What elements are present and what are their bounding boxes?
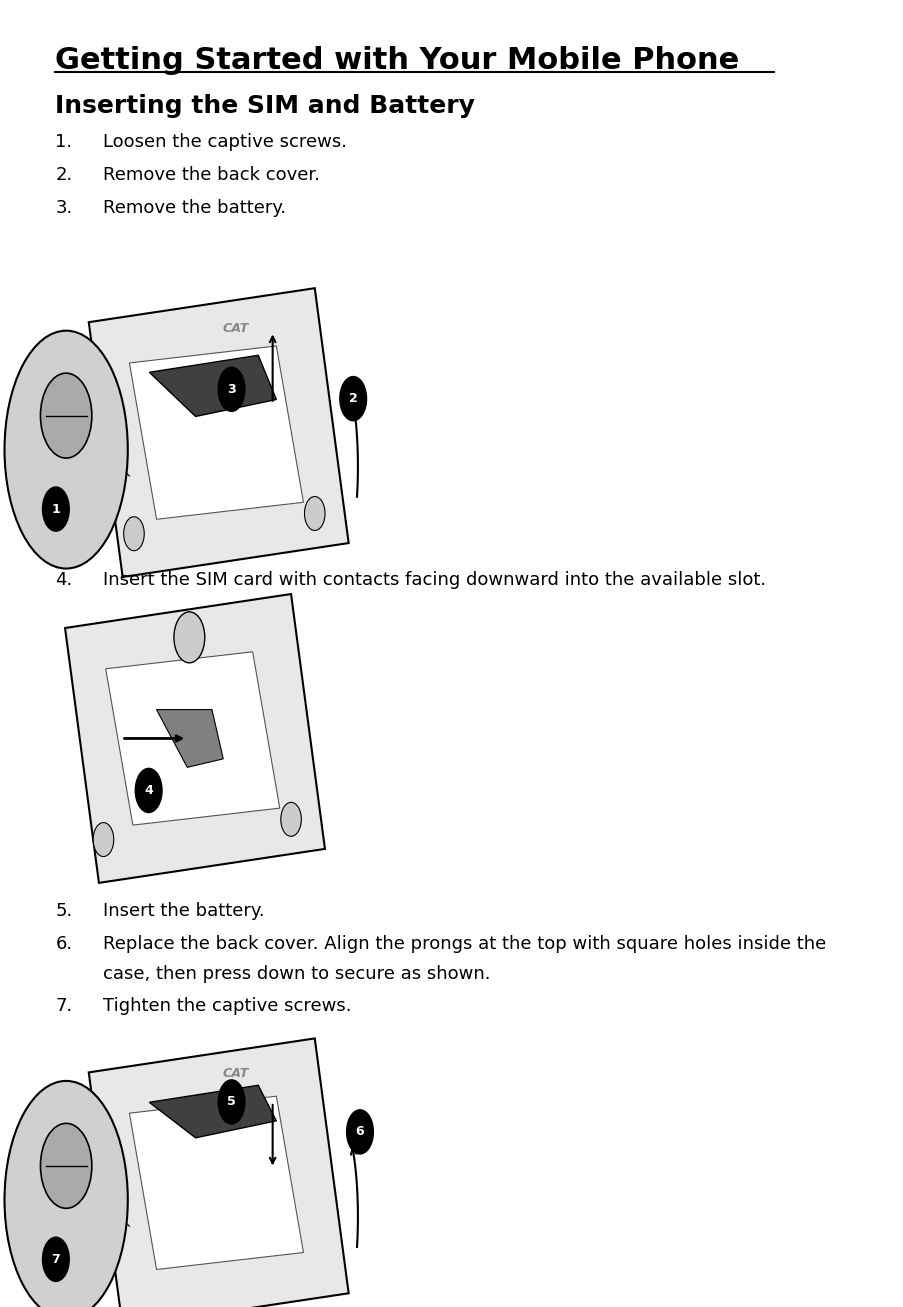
Polygon shape [156, 710, 223, 767]
Circle shape [281, 802, 301, 836]
Circle shape [218, 1080, 245, 1124]
Text: 4: 4 [144, 784, 153, 797]
Text: 4.: 4. [55, 571, 72, 589]
Text: 2.: 2. [55, 166, 72, 184]
Text: 1.: 1. [55, 133, 72, 152]
Polygon shape [88, 289, 349, 578]
Polygon shape [65, 593, 324, 884]
Text: 3.: 3. [55, 199, 72, 217]
Circle shape [135, 769, 162, 813]
Text: case, then press down to secure as shown.: case, then press down to secure as shown… [103, 965, 489, 983]
Polygon shape [106, 652, 279, 825]
Circle shape [41, 374, 92, 459]
Text: 2: 2 [349, 392, 358, 405]
Text: 3: 3 [227, 383, 236, 396]
Text: 1: 1 [51, 503, 61, 515]
Polygon shape [149, 356, 276, 417]
Polygon shape [149, 1085, 276, 1138]
Text: Insert the SIM card with contacts facing downward into the available slot.: Insert the SIM card with contacts facing… [103, 571, 765, 589]
Polygon shape [129, 1097, 303, 1269]
Circle shape [340, 376, 366, 421]
Polygon shape [129, 346, 303, 519]
Text: 7: 7 [51, 1253, 61, 1265]
Circle shape [346, 1110, 373, 1154]
Circle shape [173, 612, 205, 663]
Text: Inserting the SIM and Battery: Inserting the SIM and Battery [55, 94, 475, 118]
Text: 5: 5 [227, 1095, 236, 1108]
Circle shape [41, 1124, 92, 1208]
Text: 7.: 7. [55, 997, 72, 1016]
Circle shape [42, 488, 70, 531]
Ellipse shape [5, 1081, 127, 1307]
Text: Loosen the captive screws.: Loosen the captive screws. [103, 133, 347, 152]
Circle shape [93, 822, 114, 856]
Circle shape [42, 1238, 70, 1281]
Ellipse shape [5, 331, 127, 569]
Text: 6: 6 [355, 1125, 364, 1138]
Text: CAT: CAT [222, 323, 248, 336]
Text: 6.: 6. [55, 935, 72, 953]
Text: Getting Started with Your Mobile Phone: Getting Started with Your Mobile Phone [55, 46, 739, 74]
Text: Replace the back cover. Align the prongs at the top with square holes inside the: Replace the back cover. Align the prongs… [103, 935, 825, 953]
Polygon shape [88, 1038, 349, 1307]
Text: 5.: 5. [55, 902, 72, 920]
Text: Remove the back cover.: Remove the back cover. [103, 166, 320, 184]
Circle shape [124, 516, 144, 550]
Text: Insert the battery.: Insert the battery. [103, 902, 264, 920]
Text: Tighten the captive screws.: Tighten the captive screws. [103, 997, 351, 1016]
Text: CAT: CAT [222, 1067, 248, 1080]
Circle shape [218, 367, 245, 412]
Circle shape [304, 497, 325, 531]
Text: Remove the battery.: Remove the battery. [103, 199, 285, 217]
